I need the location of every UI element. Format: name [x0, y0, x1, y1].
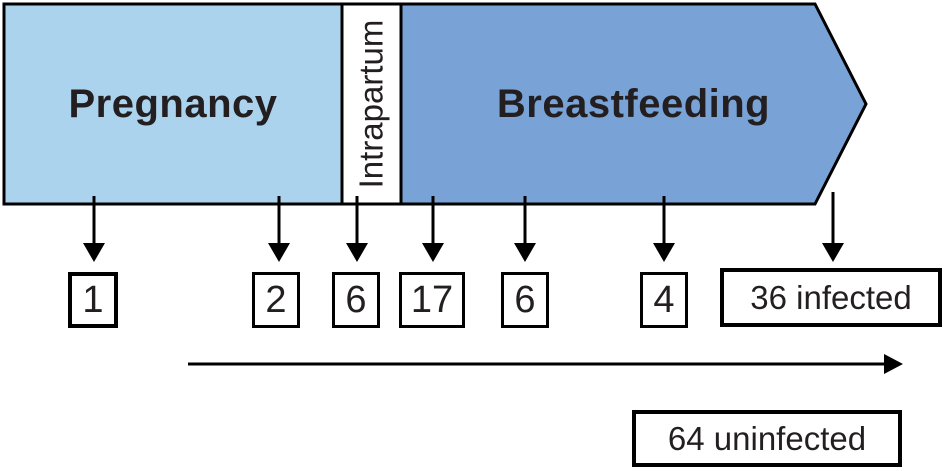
- count-box-breastfeeding-3: 4: [640, 272, 688, 328]
- count-box-breastfeeding-1: 17: [399, 272, 465, 328]
- timeline-arrow: [188, 354, 903, 374]
- count-box-intrapartum: 6: [332, 272, 380, 328]
- infected-total-box: 36 infected: [720, 268, 942, 327]
- breastfeeding-section-arrow: [399, 2, 868, 206]
- down-arrow: [653, 196, 675, 262]
- pregnancy-section: [2, 2, 344, 206]
- count-box-pregnancy-1: 1: [68, 272, 118, 328]
- down-arrow: [822, 192, 844, 262]
- uninfected-total-box: 64 uninfected: [632, 410, 902, 467]
- down-arrow: [83, 196, 105, 262]
- down-arrow: [422, 196, 444, 262]
- down-arrow: [514, 196, 536, 262]
- intrapartum-section: [340, 2, 403, 206]
- down-arrow: [268, 196, 290, 262]
- count-box-breastfeeding-2: 6: [501, 272, 549, 328]
- count-box-pregnancy-2: 2: [252, 272, 300, 328]
- down-arrow: [346, 196, 368, 262]
